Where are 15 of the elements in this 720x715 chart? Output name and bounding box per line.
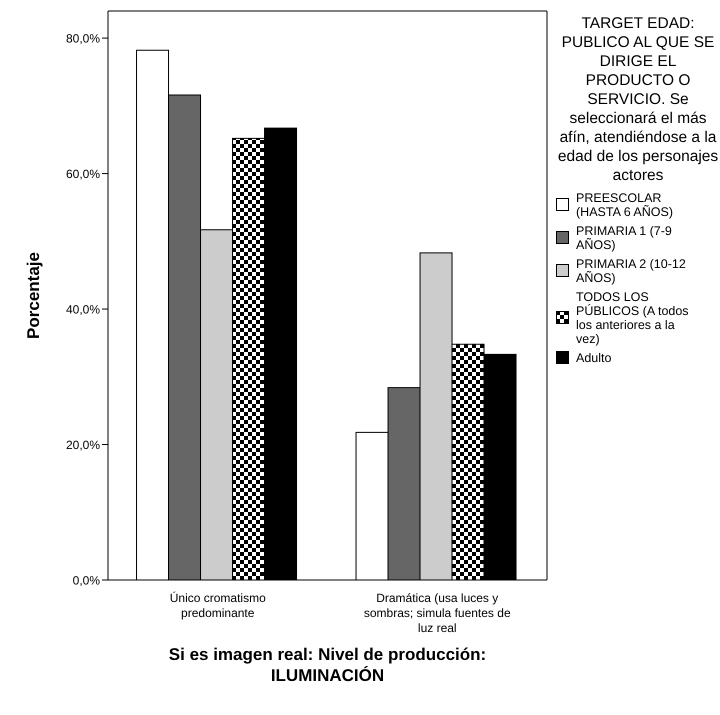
x-tick-label: Dramática (usa luces y sombras; simula fuentes de luz real — [364, 591, 511, 635]
y-axis-title: Porcentaje — [24, 252, 44, 339]
text: TARGET EDAD: PUBLICO AL QUE SE DIRIGE EL PRODUCTO O SERVICIO. Se seleccionará el más afín, atendiéndose a la edad de los personajes actores — [558, 15, 718, 184]
y-tick-label: 0,0% — [72, 573, 100, 588]
y-tick-label: 80,0% — [66, 31, 100, 46]
legend-label: TODOS LOS PÚBLICOS (A todos los anteriores a la vez) — [576, 290, 690, 346]
legend-label: PRIMARIA 1 (7-9 AÑOS) — [576, 224, 673, 252]
y-tick-label: 20,0% — [66, 438, 100, 452]
legend-label: PRIMARIA 2 (10-12 AÑOS) — [576, 257, 687, 285]
y-tick-label: 60,0% — [66, 166, 100, 181]
x-axis-title: Si es imagen real: Nivel de producción: ILUMINACIÓN — [168, 645, 486, 685]
legend-label: PREESCOLAR (HASTA 6 AÑOS) — [576, 191, 674, 219]
x-tick-label: Único cromatismo predominante — [170, 591, 266, 620]
legend-label: Adulto — [576, 351, 612, 365]
y-tick-label: 40,0% — [66, 302, 100, 316]
